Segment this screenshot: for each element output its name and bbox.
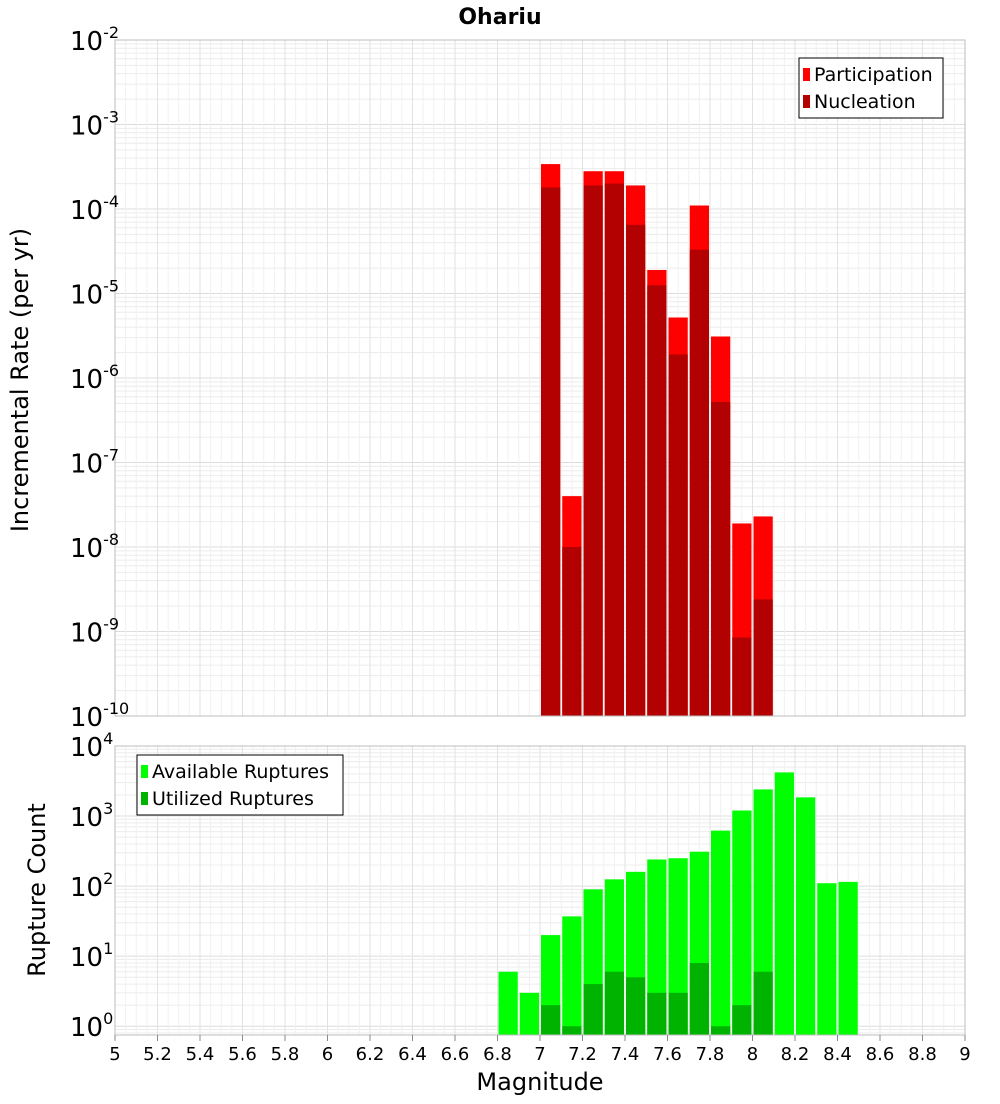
y-tick-label: 104 [70, 729, 113, 763]
x-tick-label: 9 [959, 1044, 970, 1065]
bar-available-ruptures [519, 992, 539, 1035]
top-y-axis-label: Incremental Rate (per yr) [6, 228, 34, 532]
legend-label: Utilized Ruptures [152, 788, 314, 810]
legend: Participation Nucleation [798, 57, 944, 119]
bottom-plot-area: 104 103 102 101 100 Available Ruptures Utilize… [70, 729, 971, 1065]
y-tick-label: 10-4 [70, 192, 119, 226]
x-tick-label: 5.8 [271, 1044, 300, 1065]
bar-nucleation [647, 285, 667, 716]
legend-box [798, 57, 944, 119]
x-tick-label: 5.4 [186, 1044, 215, 1065]
y-tick-label: 103 [70, 799, 113, 833]
bar-available-ruptures [668, 858, 688, 1035]
y-tick-label: 10-8 [70, 530, 119, 564]
bar-available-ruptures [498, 971, 518, 1035]
x-tick-label: 5.6 [228, 1044, 257, 1065]
bar-nucleation [604, 183, 624, 716]
bar-utilized-ruptures [732, 1005, 752, 1035]
legend-label: Participation [814, 64, 933, 86]
bar-nucleation [753, 599, 773, 716]
x-tick-label: 5 [109, 1044, 120, 1065]
x-tick-label: 6.6 [441, 1044, 470, 1065]
bar-utilized-ruptures [647, 992, 667, 1035]
bar-nucleation [562, 547, 582, 716]
y-tick-label: 100 [70, 1009, 113, 1043]
x-tick-label: 5.2 [143, 1044, 172, 1065]
bar-utilized-ruptures [668, 992, 688, 1035]
x-tick-label: 6.4 [398, 1044, 427, 1065]
bar-nucleation [583, 185, 603, 717]
x-tick-label: 7.4 [611, 1044, 640, 1065]
x-tick-label: 7.8 [696, 1044, 725, 1065]
bar-available-ruptures [732, 810, 752, 1035]
x-tick-label: 8.8 [908, 1044, 937, 1065]
x-tick-label: 7.6 [653, 1044, 682, 1065]
x-tick-label: 6.2 [356, 1044, 385, 1065]
bar-available-ruptures [817, 883, 837, 1035]
legend-label: Nucleation [814, 91, 916, 113]
x-tick-label: 7.2 [568, 1044, 597, 1065]
legend-swatch [141, 792, 148, 805]
bar-nucleation [732, 637, 752, 716]
bottom-y-axis-label: Rupture Count [23, 803, 51, 977]
x-tick-label: 8.2 [781, 1044, 810, 1065]
bar-nucleation [626, 224, 646, 716]
bar-utilized-ruptures [604, 971, 624, 1035]
legend-swatch [141, 765, 148, 778]
x-tick-label: 6.8 [483, 1044, 512, 1065]
bar-utilized-ruptures [583, 984, 603, 1035]
bar-available-ruptures [838, 881, 858, 1035]
chart-title: Ohariu [458, 5, 541, 30]
x-axis-label: Magnitude [476, 1068, 603, 1096]
y-tick-label: 101 [70, 939, 113, 973]
top-plot-area: 10-2 10-3 10-4 10-5 10-6 10-7 10-8 10-9 10-10 Par… [70, 23, 966, 733]
bar-utilized-ruptures [562, 1026, 582, 1035]
bar-available-ruptures [774, 772, 794, 1035]
y-tick-label: 102 [70, 869, 113, 903]
legend: Available Ruptures Utilized Ruptures [136, 754, 344, 816]
bar-nucleation [541, 187, 561, 717]
bar-utilized-ruptures [753, 971, 773, 1035]
bar-available-ruptures [711, 830, 731, 1035]
bar-available-ruptures [647, 859, 667, 1035]
legend-label: Available Ruptures [152, 761, 329, 783]
x-tick-label: 7 [534, 1044, 545, 1065]
bar-utilized-ruptures [541, 1005, 561, 1035]
bar-utilized-ruptures [689, 962, 709, 1035]
bar-utilized-ruptures [711, 1026, 731, 1035]
x-tick-label: 8.6 [866, 1044, 895, 1065]
legend-box [136, 754, 344, 816]
plot-frame [114, 39, 966, 717]
y-tick-label: 10-10 [70, 699, 129, 733]
y-tick-label: 10-3 [70, 108, 119, 142]
legend-swatch [803, 68, 810, 81]
y-tick-label: 10-9 [70, 615, 119, 649]
legend-swatch [803, 95, 810, 108]
bar-utilized-ruptures [626, 977, 646, 1035]
x-tick-label: 8.4 [823, 1044, 852, 1065]
y-tick-label: 10-2 [70, 23, 119, 57]
x-tick-label: 6 [322, 1044, 333, 1065]
y-tick-label: 10-7 [70, 446, 119, 480]
bar-nucleation [668, 354, 688, 716]
y-tick-label: 10-6 [70, 361, 119, 395]
x-tick-label: 8 [747, 1044, 758, 1065]
bar-nucleation [711, 401, 731, 716]
y-tick-label: 10-5 [70, 277, 119, 311]
bar-nucleation [689, 249, 709, 716]
bar-available-ruptures [562, 916, 582, 1035]
bar-available-ruptures [796, 797, 816, 1035]
